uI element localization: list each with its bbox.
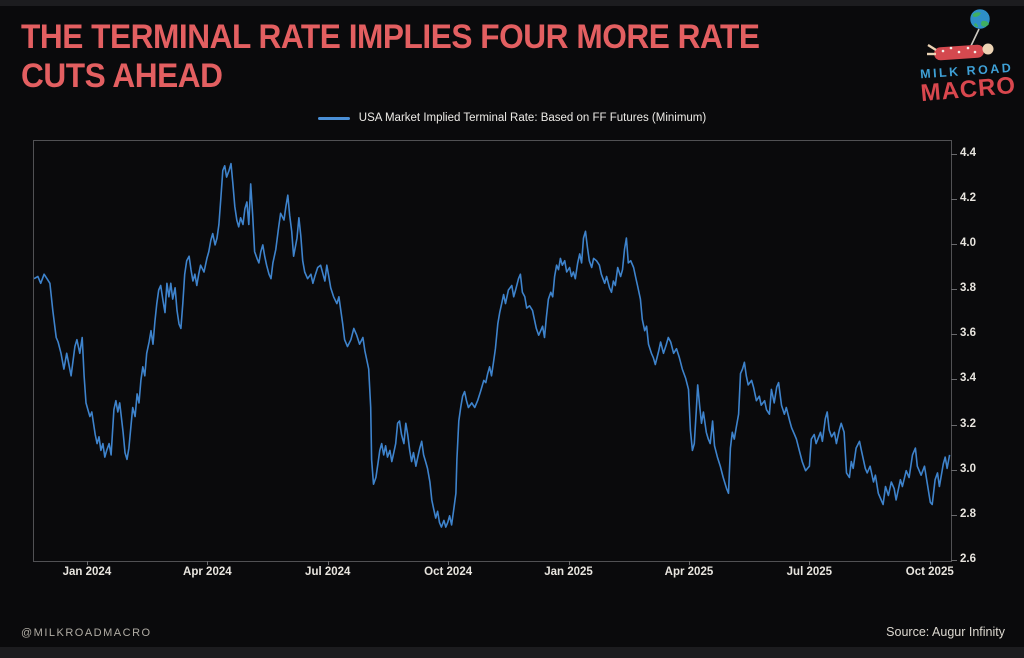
page-title: THE TERMINAL RATE IMPLIES FOUR MORE RATE… bbox=[21, 18, 760, 96]
x-tick-label: Jul 2025 bbox=[786, 566, 833, 578]
page-title-line2: CUTS AHEAD bbox=[21, 57, 223, 95]
source-credit: Source: Augur Infinity bbox=[886, 625, 1005, 639]
y-axis-tick bbox=[951, 243, 957, 245]
x-axis-tick bbox=[809, 561, 811, 565]
y-axis-tick bbox=[951, 469, 957, 471]
x-axis-tick bbox=[448, 561, 450, 565]
x-tick-label: Jan 2024 bbox=[62, 566, 112, 578]
page-edge-top bbox=[0, 0, 1024, 6]
terminal-rate-chart bbox=[33, 140, 952, 562]
x-tick-label: Oct 2024 bbox=[424, 566, 473, 578]
y-axis-tick bbox=[951, 514, 957, 516]
x-axis-tick bbox=[327, 561, 329, 565]
page-edge-bottom bbox=[0, 647, 1024, 658]
x-tick-label: Apr 2025 bbox=[664, 566, 714, 578]
y-tick-label: 4.0 bbox=[960, 236, 976, 249]
logo-graphic: MILK ROAD MACRO bbox=[920, 8, 1017, 107]
globe-icon bbox=[969, 8, 991, 30]
reclining-figure bbox=[927, 43, 994, 61]
x-axis-tick bbox=[929, 561, 931, 565]
milk-road-macro-logo: MILK ROAD MACRO bbox=[916, 4, 1018, 108]
chart-canvas bbox=[34, 162, 951, 528]
y-tick-label: 4.2 bbox=[960, 191, 976, 204]
terminal-rate-line bbox=[34, 162, 951, 528]
x-tick-label: Apr 2024 bbox=[183, 566, 232, 578]
y-tick-label: 3.0 bbox=[960, 462, 976, 475]
y-tick-label: 4.4 bbox=[960, 146, 976, 159]
legend-line-swatch bbox=[317, 116, 350, 120]
y-tick-label: 3.8 bbox=[960, 282, 976, 295]
x-tick-label: Oct 2025 bbox=[905, 566, 954, 578]
y-tick-label: 3.2 bbox=[960, 417, 976, 430]
x-axis-tick bbox=[86, 561, 88, 565]
y-axis-tick bbox=[951, 153, 957, 155]
y-tick-label: 3.4 bbox=[960, 372, 976, 385]
social-handle: @MILKROADMACRO bbox=[21, 627, 152, 639]
y-axis-tick bbox=[951, 424, 957, 426]
logo-text-milk-road: MILK ROAD bbox=[920, 61, 1014, 81]
y-axis-tick bbox=[951, 379, 957, 381]
x-tick-label: Jul 2024 bbox=[305, 566, 351, 578]
page-title-line1: THE TERMINAL RATE IMPLIES FOUR MORE RATE bbox=[21, 18, 760, 56]
chart-legend: USA Market Implied Terminal Rate: Based … bbox=[0, 112, 1024, 124]
y-axis-tick bbox=[951, 334, 957, 336]
x-axis-tick bbox=[688, 561, 690, 565]
x-tick-label: Jan 2025 bbox=[544, 566, 593, 578]
x-axis-tick bbox=[568, 561, 570, 565]
legend-label: USA Market Implied Terminal Rate: Based … bbox=[358, 112, 707, 124]
y-axis-tick bbox=[951, 560, 957, 561]
y-axis-tick bbox=[951, 198, 957, 200]
y-tick-label: 3.6 bbox=[960, 327, 976, 340]
y-tick-label: 2.8 bbox=[960, 507, 976, 520]
y-tick-label: 2.6 bbox=[960, 553, 976, 565]
x-axis-tick bbox=[207, 561, 209, 565]
y-axis-tick bbox=[951, 289, 957, 291]
